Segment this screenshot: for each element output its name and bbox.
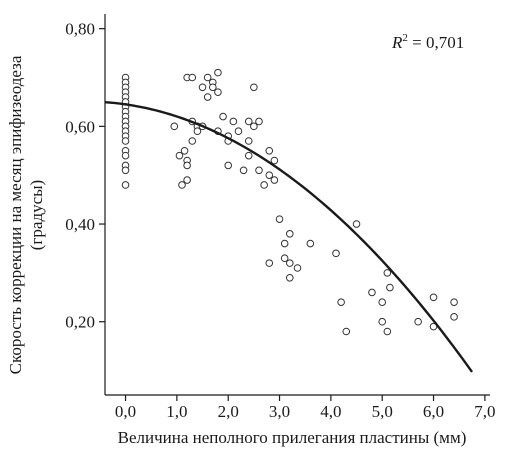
y-tick-label: 0,20 — [65, 313, 95, 332]
data-point — [178, 181, 186, 189]
plot-frame — [104, 14, 490, 396]
data-point — [270, 176, 279, 184]
data-point — [214, 68, 222, 77]
data-point — [386, 283, 394, 292]
data-point — [224, 161, 232, 170]
data-point — [239, 166, 248, 175]
data-point — [352, 220, 361, 228]
data-point — [306, 239, 315, 248]
data-point — [121, 151, 130, 160]
r-squared-symbol: R — [391, 33, 403, 52]
y-tick-label: 0,80 — [65, 20, 95, 39]
x-axis-label: Величина неполного прилегания пластины (… — [118, 428, 467, 447]
data-point — [121, 166, 130, 175]
data-point — [383, 269, 392, 277]
x-tick-label: 2,0 — [218, 402, 239, 421]
data-point — [378, 317, 387, 326]
r-squared-annotation: R2 = 0,701 — [391, 32, 464, 52]
data-point — [244, 137, 253, 145]
data-point — [450, 298, 458, 306]
data-point — [368, 288, 376, 297]
data-point — [265, 171, 274, 179]
regression-curve — [104, 101, 474, 373]
data-point — [286, 259, 294, 267]
x-tick-label: 3,0 — [269, 402, 290, 421]
data-point — [209, 83, 217, 92]
data-point — [193, 127, 202, 136]
data-point — [175, 151, 184, 160]
x-tick-label: 5,0 — [372, 402, 393, 421]
data-point — [255, 117, 263, 126]
data-point — [121, 137, 130, 145]
x-ticks: 0,0 1,0 2,0 3,0 4,0 5,0 6,0 7,0 — [115, 395, 495, 421]
data-point — [170, 122, 179, 131]
data-point — [383, 327, 392, 336]
data-point — [121, 181, 130, 189]
data-point — [260, 181, 268, 189]
data-point — [270, 156, 279, 165]
data-point — [342, 327, 351, 336]
data-point — [293, 264, 302, 272]
data-point — [332, 249, 340, 258]
r-squared-superscript: 2 — [402, 32, 408, 44]
data-point — [337, 298, 345, 306]
data-point — [280, 254, 289, 263]
y-ticks: 0,20 0,40 0,60 0,80 — [65, 20, 105, 332]
data-point — [280, 239, 289, 248]
data-point — [234, 127, 243, 136]
data-point — [378, 298, 387, 306]
data-point — [203, 73, 212, 82]
data-point — [244, 151, 253, 160]
data-point — [203, 93, 212, 101]
r-squared-value: = 0,701 — [408, 33, 464, 52]
data-point — [275, 215, 284, 223]
data-point — [414, 317, 422, 326]
y-axis-label-line2: (градусы) — [27, 180, 46, 250]
data-point — [450, 313, 458, 321]
data-point — [183, 176, 191, 184]
y-tick-label: 0,40 — [65, 215, 95, 234]
data-point — [429, 293, 438, 302]
x-tick-label: 0,0 — [115, 402, 136, 421]
data-point — [265, 146, 274, 155]
x-tick-label: 6,0 — [423, 402, 444, 421]
data-point — [265, 259, 274, 267]
data-point — [183, 161, 191, 170]
data-point — [198, 83, 207, 92]
x-tick-label: 7,0 — [474, 402, 495, 421]
data-point — [188, 73, 197, 82]
data-point — [250, 83, 258, 92]
x-tick-label: 1,0 — [166, 402, 187, 421]
data-point — [286, 230, 294, 238]
data-point — [188, 137, 197, 145]
data-points — [121, 68, 458, 336]
y-tick-label: 0,60 — [65, 117, 95, 136]
data-point — [214, 88, 222, 96]
data-point — [286, 273, 294, 282]
data-point — [229, 117, 238, 126]
data-point — [219, 112, 227, 121]
data-point — [180, 146, 189, 155]
data-point — [250, 122, 258, 131]
x-tick-label: 4,0 — [320, 402, 341, 421]
data-point — [255, 166, 263, 175]
y-axis-label-line1: Скорость коррекции на месяц эпифизеодеза — [6, 55, 25, 374]
data-point — [244, 117, 253, 126]
